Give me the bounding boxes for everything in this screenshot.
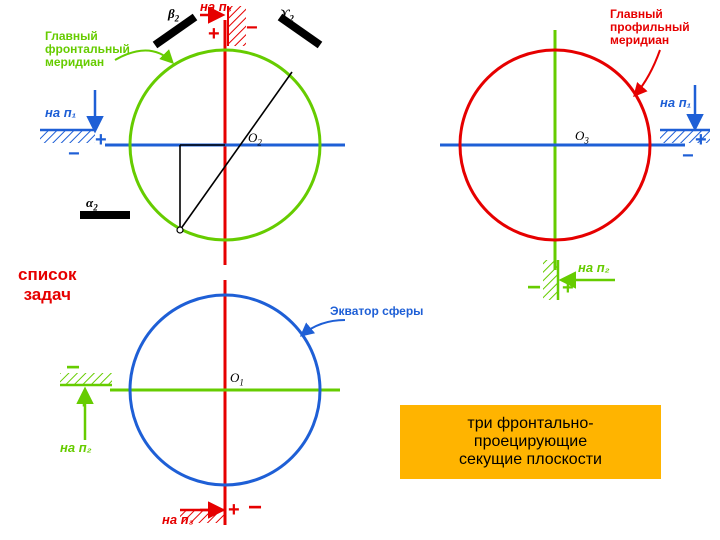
label-gamma2: ϒ2 — [280, 6, 294, 24]
label-O3: O3 — [575, 128, 589, 146]
label-beta2: β2 — [168, 6, 179, 24]
figure-O1 — [60, 280, 345, 525]
minus-pi3-O1: − — [248, 496, 262, 520]
anno-front-meridian: Главный фронтальный меридиан — [45, 30, 130, 70]
plus-pi1-O2: + — [95, 130, 107, 150]
dir-pi3-top: на п₃ — [200, 0, 232, 14]
label-alpha2: α2 — [86, 195, 98, 213]
dir-pi1-right: на п₁ — [660, 95, 691, 110]
plus-pi3-O1: + — [228, 500, 240, 520]
plus-pi1-O3: + — [695, 130, 707, 150]
plus-pi3-O2: + — [208, 24, 220, 44]
dir-pi2-O3: на п₂ — [578, 260, 610, 275]
dir-pi3-O1: на п₃ — [162, 512, 194, 527]
dir-pi2-O1: на п₂ — [60, 440, 92, 455]
figure-O3 — [440, 30, 710, 300]
plus-pi2-O1: + — [78, 392, 90, 412]
task-list-link[interactable]: список задач — [18, 265, 77, 305]
minus-pi2-O3: − — [527, 276, 541, 300]
plus-pi2-O3: + — [562, 278, 574, 298]
minus-pi3-O2: − — [246, 18, 258, 38]
minus-pi1-O3: − — [682, 146, 694, 166]
label-O1: O1 — [230, 370, 244, 388]
dir-pi1-left: на п₁ — [45, 105, 76, 120]
minus-pi2-O1: − — [66, 356, 80, 380]
anno-profile-meridian: Главный профильный меридиан — [610, 8, 690, 48]
minus-pi1-O2: − — [68, 144, 80, 164]
anno-equator: Экватор сферы — [330, 305, 423, 318]
label-O2: O2 — [248, 130, 262, 148]
caption-box: три фронтально- проецирующие секущие пло… — [400, 405, 661, 479]
